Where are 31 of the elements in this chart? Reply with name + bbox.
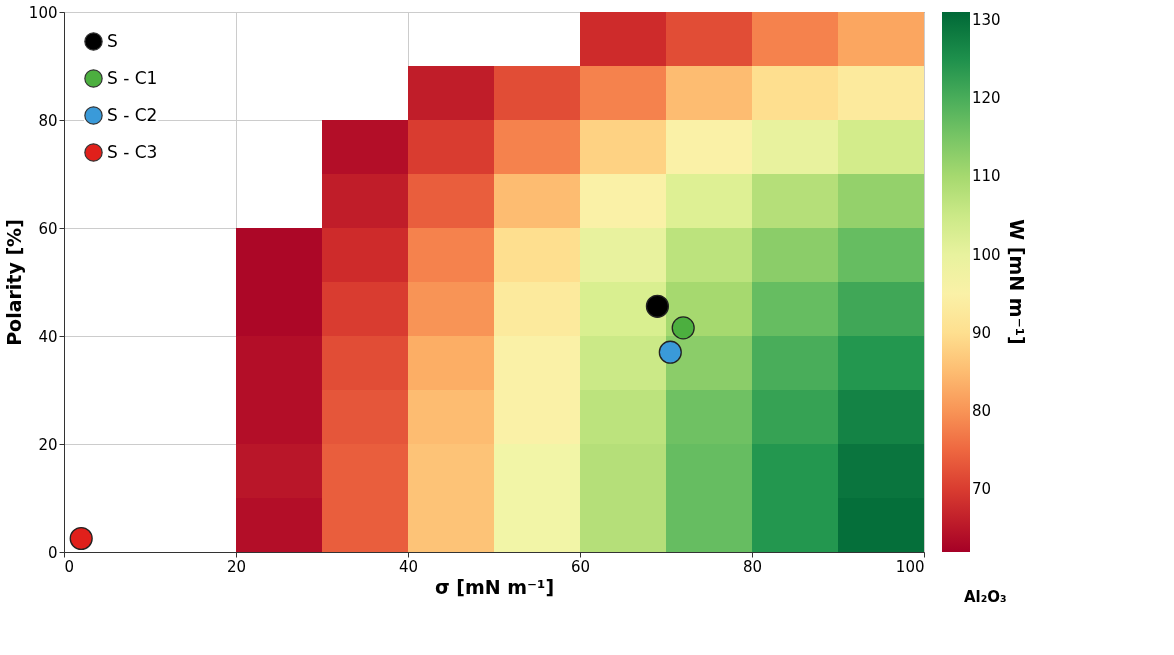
text: Al₂O₃: [964, 588, 1007, 606]
color-bar-title: W [mN m⁻¹]: [1006, 219, 1028, 345]
color-bar-label: 130: [972, 10, 1001, 29]
point: [69, 526, 93, 551]
y-tick-label: 80: [38, 111, 58, 130]
x-tick-label: 40: [398, 557, 419, 576]
x-tick-label: 20: [226, 557, 247, 576]
color-bar-label: 110: [972, 167, 1001, 186]
y-tick-label: 60: [38, 219, 58, 238]
x-tick-label: 60: [570, 557, 591, 576]
color-bar-label: 80: [972, 402, 992, 421]
y-tick-label: 20: [38, 435, 58, 454]
x-axis-title: σ [mN m⁻¹]: [434, 575, 555, 598]
point: [658, 340, 682, 364]
y-tick-label: 0: [47, 543, 58, 562]
y-axis-title: Polarity [%]: [2, 219, 25, 346]
x-tick-label: 0: [64, 557, 75, 576]
x-tick-label: 80: [742, 557, 763, 576]
legend-label: S - C2: [107, 104, 158, 125]
legend-label: S: [107, 30, 118, 51]
y-tick-label: 40: [38, 327, 58, 346]
color-bar-label: 90: [972, 323, 992, 342]
point: [645, 294, 669, 318]
legend-label: S - C1: [107, 67, 158, 88]
color-bar-label: 120: [972, 89, 1001, 108]
color-bar-label: 70: [972, 480, 992, 499]
point: [671, 316, 695, 340]
color-bar-label: 100: [972, 245, 1001, 264]
y-tick-label: 100: [28, 3, 58, 22]
x-tick-label: 100: [895, 557, 925, 576]
legend-label: S - C3: [107, 141, 158, 162]
